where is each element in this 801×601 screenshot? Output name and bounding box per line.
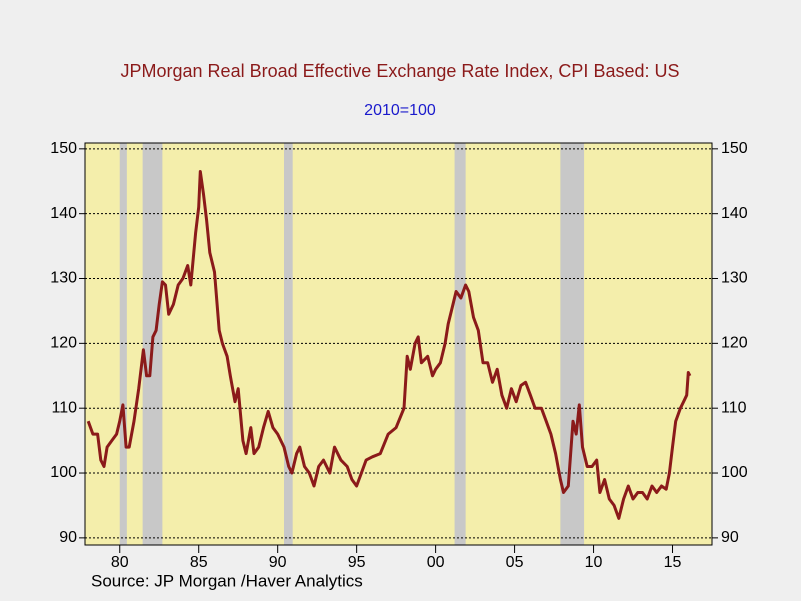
plot-area xyxy=(85,143,712,545)
y-tick-label: 150 xyxy=(50,140,77,157)
plot-border xyxy=(84,142,713,546)
x-tick-label: 80 xyxy=(111,554,129,571)
y2-tick-label: 130 xyxy=(721,270,748,287)
recession-band xyxy=(119,143,127,545)
y-tick-label: 120 xyxy=(50,335,77,352)
y-tick-label: 110 xyxy=(51,399,77,416)
x-tick-label: 00 xyxy=(427,554,445,571)
y2-tick-label: 140 xyxy=(721,205,748,222)
x-tick-label: 95 xyxy=(348,554,366,571)
y2-tick-label: 150 xyxy=(721,140,748,157)
y-tick-label: 90 xyxy=(59,529,77,546)
recession-band xyxy=(454,143,466,545)
data-line xyxy=(86,170,692,520)
x-tick-label: 10 xyxy=(585,554,603,571)
x-tick-label: 05 xyxy=(506,554,524,571)
y-tick-label: 130 xyxy=(50,270,77,287)
y-tick-label: 140 xyxy=(50,205,77,222)
x-tick-label: 90 xyxy=(269,554,287,571)
x-tick-label: 15 xyxy=(664,554,682,571)
y2-tick-label: 100 xyxy=(721,464,748,481)
y2-tick-label: 120 xyxy=(721,335,748,352)
recession-band xyxy=(560,143,585,545)
chart-title: JPMorgan Real Broad Effective Exchange R… xyxy=(121,61,680,81)
x-tick-label: 85 xyxy=(190,554,208,571)
y2-tick-label: 90 xyxy=(721,529,739,546)
chart-subtitle: 2010=100 xyxy=(364,102,436,119)
y2-tick-label: 110 xyxy=(721,399,747,416)
recession-band xyxy=(283,143,293,545)
y-tick-label: 100 xyxy=(50,464,77,481)
source-note: Source: JP Morgan /Haver Analytics xyxy=(91,571,363,590)
